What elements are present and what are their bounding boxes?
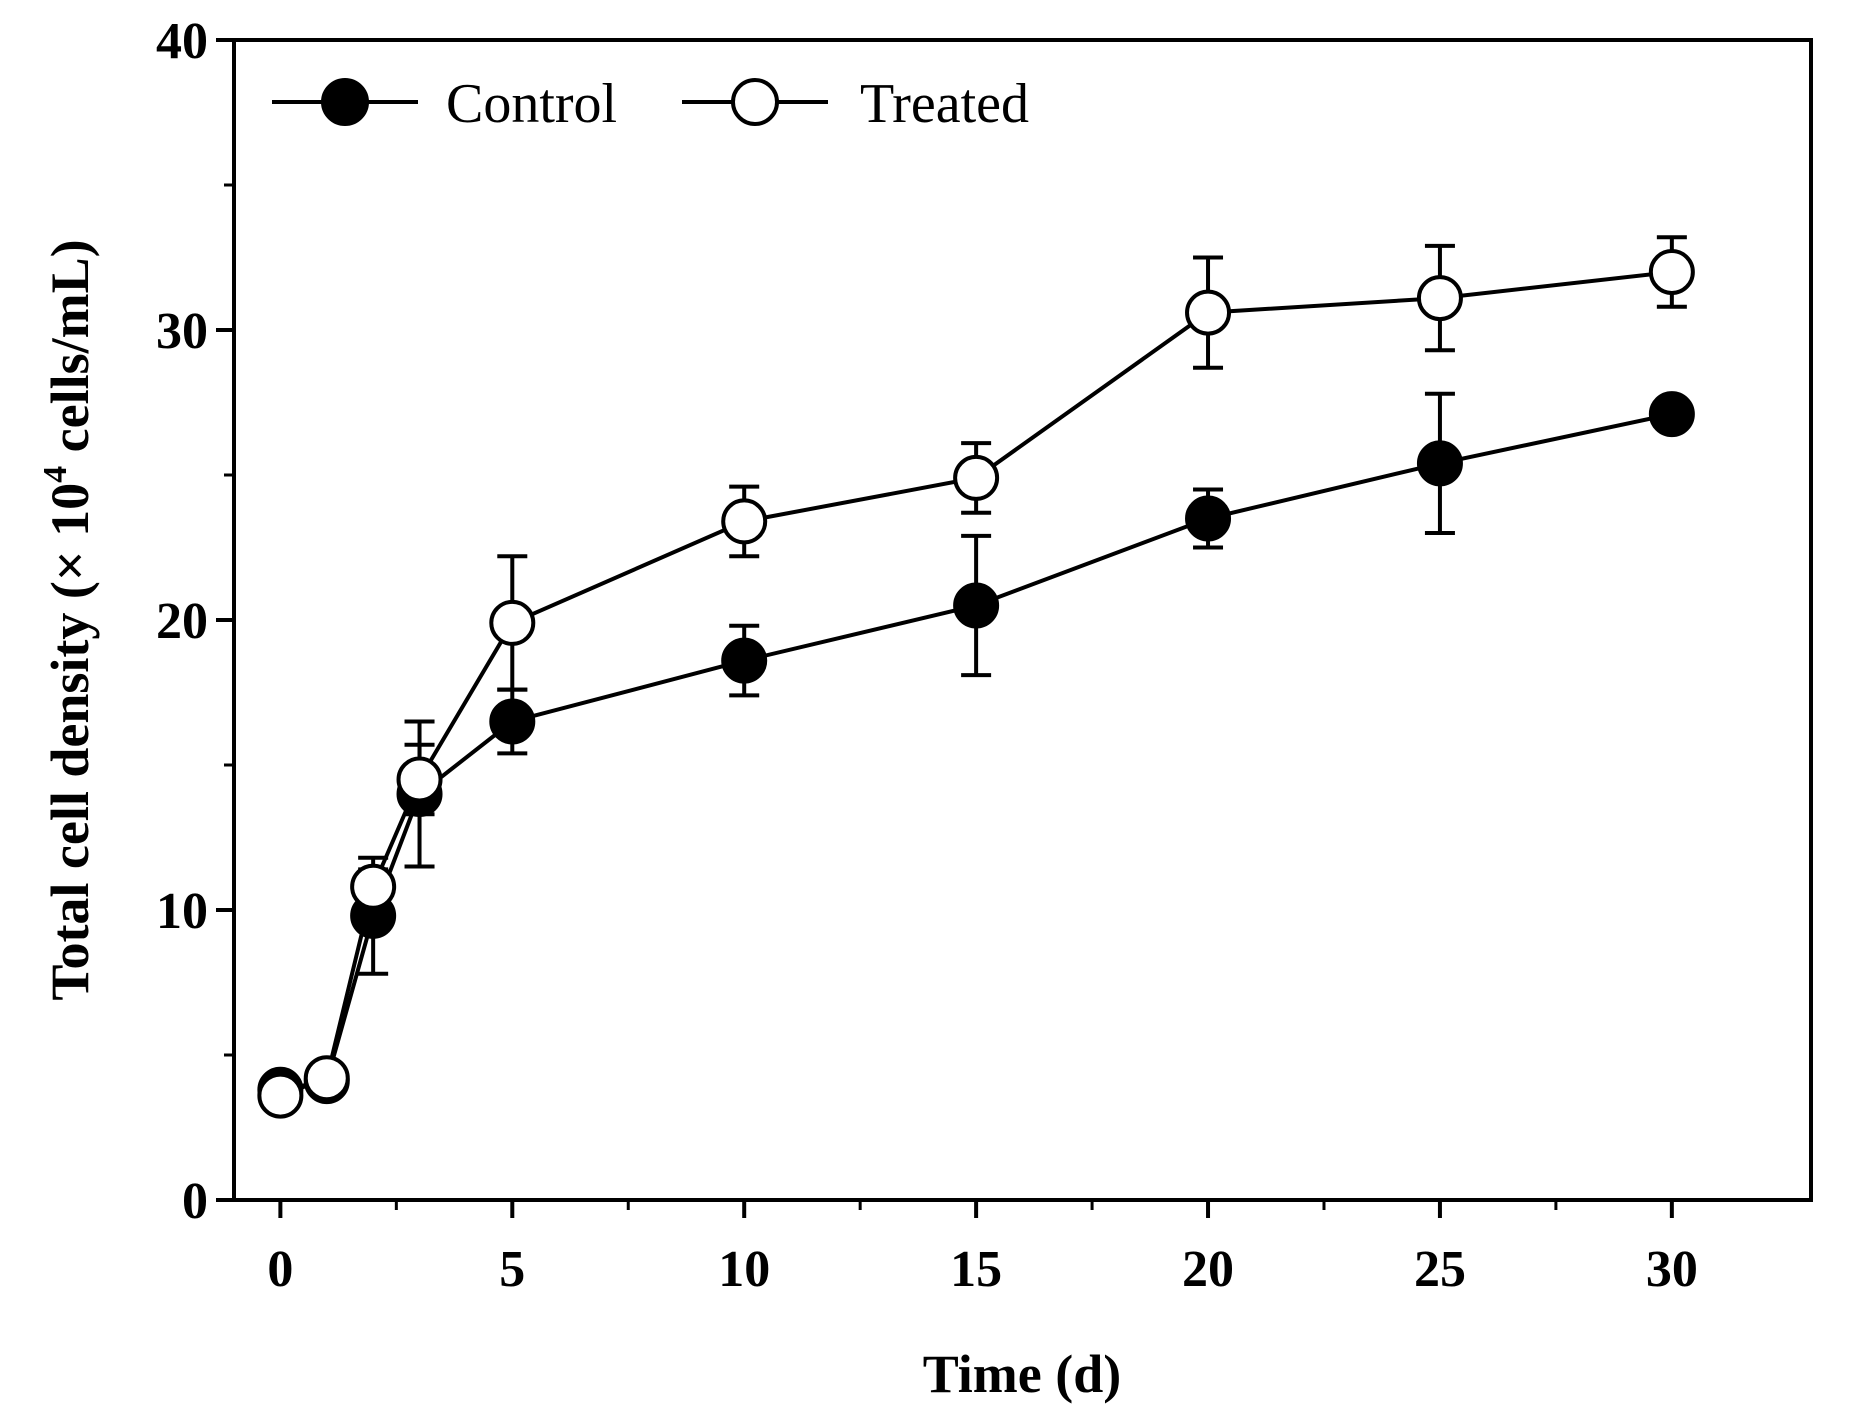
data-point-treated-5	[489, 599, 536, 646]
data-point-control-25	[1416, 440, 1463, 487]
y-tick-label-10: 10	[156, 883, 208, 940]
series-layer	[257, 235, 1695, 1119]
data-point-control-5	[489, 698, 536, 745]
data-point-treated-20	[1185, 289, 1232, 336]
data-point-treated-3	[396, 756, 443, 803]
legend-marker-control	[321, 78, 369, 126]
data-point-control-15	[953, 582, 1000, 629]
y-axis-title-tail: cells/mL)	[40, 239, 100, 465]
x-tick-label-15: 15	[950, 1241, 1002, 1298]
x-tick-label-25: 25	[1414, 1241, 1466, 1298]
x-tick-label-30: 30	[1646, 1241, 1698, 1298]
data-point-treated-25	[1416, 275, 1463, 322]
legend: Control Treated	[272, 73, 1029, 135]
plot-frame	[232, 38, 1813, 1202]
y-axis-title-superscript: 4	[37, 466, 74, 483]
y-tick-label-30: 30	[156, 303, 208, 360]
legend-label-control: Control	[446, 73, 617, 135]
x-tick-label-0: 0	[267, 1241, 293, 1298]
series-treated	[257, 235, 1695, 1119]
data-point-treated-15	[953, 454, 1000, 501]
data-point-treated-1	[303, 1055, 350, 1102]
x-tick-label-20: 20	[1182, 1241, 1234, 1298]
y-axis-title-main: Total cell density (× 10	[40, 483, 100, 1001]
y-tick-label-0: 0	[182, 1173, 208, 1230]
y-axis-title: Total cell density (× 104 cells/mL)	[37, 239, 100, 1000]
axis-ticks	[216, 38, 1674, 1218]
y-tick-label-20: 20	[156, 593, 208, 650]
data-point-control-30	[1648, 391, 1695, 438]
legend-label-treated: Treated	[860, 73, 1029, 135]
data-point-treated-30	[1648, 249, 1695, 295]
tick-labels: 0 10 20 30 40 0 5 10 15 20 25 30	[156, 13, 1698, 1298]
series-line-treated	[279, 270, 1673, 1098]
data-point-control-20	[1185, 495, 1232, 542]
data-point-treated-2	[350, 863, 397, 910]
data-point-control-10	[721, 637, 768, 684]
x-tick-label-5: 5	[499, 1241, 525, 1298]
data-point-treated-0	[257, 1072, 304, 1119]
legend-item-control: Control	[272, 73, 617, 135]
x-tick-label-10: 10	[718, 1241, 770, 1298]
y-tick-label-40: 40	[156, 13, 208, 70]
data-point-treated-10	[721, 498, 768, 545]
legend-item-treated: Treated	[682, 73, 1029, 135]
series-line-control	[280, 412, 1673, 1092]
x-axis-title: Time (d)	[923, 1344, 1122, 1404]
legend-marker-treated	[731, 78, 779, 126]
